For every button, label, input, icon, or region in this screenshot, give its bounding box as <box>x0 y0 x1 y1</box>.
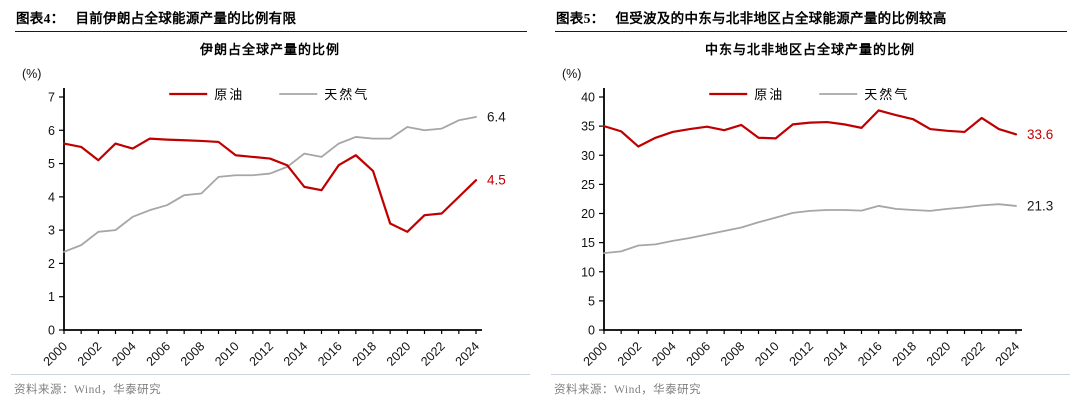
svg-text:20: 20 <box>581 207 595 221</box>
svg-text:2008: 2008 <box>718 339 748 368</box>
svg-text:6: 6 <box>48 124 55 138</box>
svg-text:0: 0 <box>588 324 595 338</box>
source-rule <box>551 374 1070 375</box>
figure-tag: 图表5： <box>556 11 605 26</box>
svg-text:5: 5 <box>588 294 595 308</box>
svg-text:2000: 2000 <box>581 339 611 368</box>
svg-text:2002: 2002 <box>75 339 105 368</box>
figure-header: 图表4： 目前伊朗占全球能源产量的比例有限 <box>16 7 528 27</box>
figure-title: 目前伊朗占全球能源产量的比例有限 <box>75 11 297 26</box>
figure-panel-right: 图表5： 但受波及的中东与北非地区占全球能源产量的比例较高 中东与北非地区占全球产… <box>540 0 1080 407</box>
svg-text:40: 40 <box>581 91 595 105</box>
svg-text:天然气: 天然气 <box>864 87 909 102</box>
svg-text:7: 7 <box>48 91 55 105</box>
svg-text:伊朗占全球产量的比例: 伊朗占全球产量的比例 <box>199 42 340 57</box>
svg-text:4: 4 <box>48 190 55 204</box>
svg-text:中东与北非地区占全球产量的比例: 中东与北非地区占全球产量的比例 <box>705 42 915 57</box>
svg-text:10: 10 <box>581 265 595 279</box>
source-rule <box>11 374 530 375</box>
svg-text:天然气: 天然气 <box>324 87 369 102</box>
svg-text:2020: 2020 <box>924 339 954 368</box>
svg-text:6.4: 6.4 <box>487 109 506 124</box>
svg-text:0: 0 <box>48 324 55 338</box>
svg-text:2014: 2014 <box>821 339 851 368</box>
svg-text:2012: 2012 <box>247 339 277 368</box>
svg-text:2018: 2018 <box>890 339 920 368</box>
svg-text:33.6: 33.6 <box>1027 127 1053 142</box>
svg-text:25: 25 <box>581 178 595 192</box>
svg-text:2: 2 <box>48 257 55 271</box>
figure-header: 图表5： 但受波及的中东与北非地区占全球能源产量的比例较高 <box>556 7 1068 27</box>
svg-text:2020: 2020 <box>384 339 414 368</box>
svg-text:2000: 2000 <box>41 339 71 368</box>
svg-text:2012: 2012 <box>787 339 817 368</box>
source-text: 资料来源：Wind，华泰研究 <box>14 384 162 396</box>
svg-text:5: 5 <box>48 157 55 171</box>
iran-share-line-chart: 伊朗占全球产量的比例 (%) 0 1 2 3 4 5 6 7 2000 2002 2004 2006 200… <box>22 42 506 368</box>
svg-text:2004: 2004 <box>109 339 139 368</box>
svg-text:2022: 2022 <box>418 339 448 368</box>
header-rule <box>15 31 527 32</box>
svg-text:2018: 2018 <box>350 339 380 368</box>
svg-text:2016: 2016 <box>855 339 885 368</box>
svg-text:2022: 2022 <box>958 339 988 368</box>
figure-tag: 图表4： <box>16 11 65 26</box>
svg-text:30: 30 <box>581 149 595 163</box>
svg-text:2006: 2006 <box>684 339 714 368</box>
figure-title: 但受波及的中东与北非地区占全球能源产量的比例较高 <box>615 11 947 26</box>
svg-text:2010: 2010 <box>752 339 782 368</box>
svg-text:原油: 原油 <box>754 87 784 102</box>
figure-panel-left: 图表4： 目前伊朗占全球能源产量的比例有限 伊朗占全球产量的比例 (%) 0 1 2 3 4 5… <box>11 7 530 396</box>
svg-text:2014: 2014 <box>281 339 311 368</box>
header-rule <box>555 31 1067 32</box>
svg-text:2024: 2024 <box>453 339 483 368</box>
svg-text:2006: 2006 <box>144 339 174 368</box>
svg-text:21.3: 21.3 <box>1027 198 1053 213</box>
svg-text:2016: 2016 <box>315 339 345 368</box>
svg-text:(%): (%) <box>562 67 581 81</box>
svg-text:3: 3 <box>48 224 55 238</box>
svg-text:1: 1 <box>48 290 55 304</box>
svg-text:2002: 2002 <box>615 339 645 368</box>
svg-text:15: 15 <box>581 236 595 250</box>
svg-text:原油: 原油 <box>214 87 244 102</box>
svg-text:2024: 2024 <box>993 339 1023 368</box>
svg-text:(%): (%) <box>22 67 41 81</box>
svg-text:2010: 2010 <box>212 339 242 368</box>
svg-text:4.5: 4.5 <box>487 173 506 188</box>
svg-text:2004: 2004 <box>649 339 679 368</box>
svg-text:2008: 2008 <box>178 339 208 368</box>
source-text: 资料来源：Wind，华泰研究 <box>554 384 702 396</box>
svg-text:35: 35 <box>581 120 595 134</box>
